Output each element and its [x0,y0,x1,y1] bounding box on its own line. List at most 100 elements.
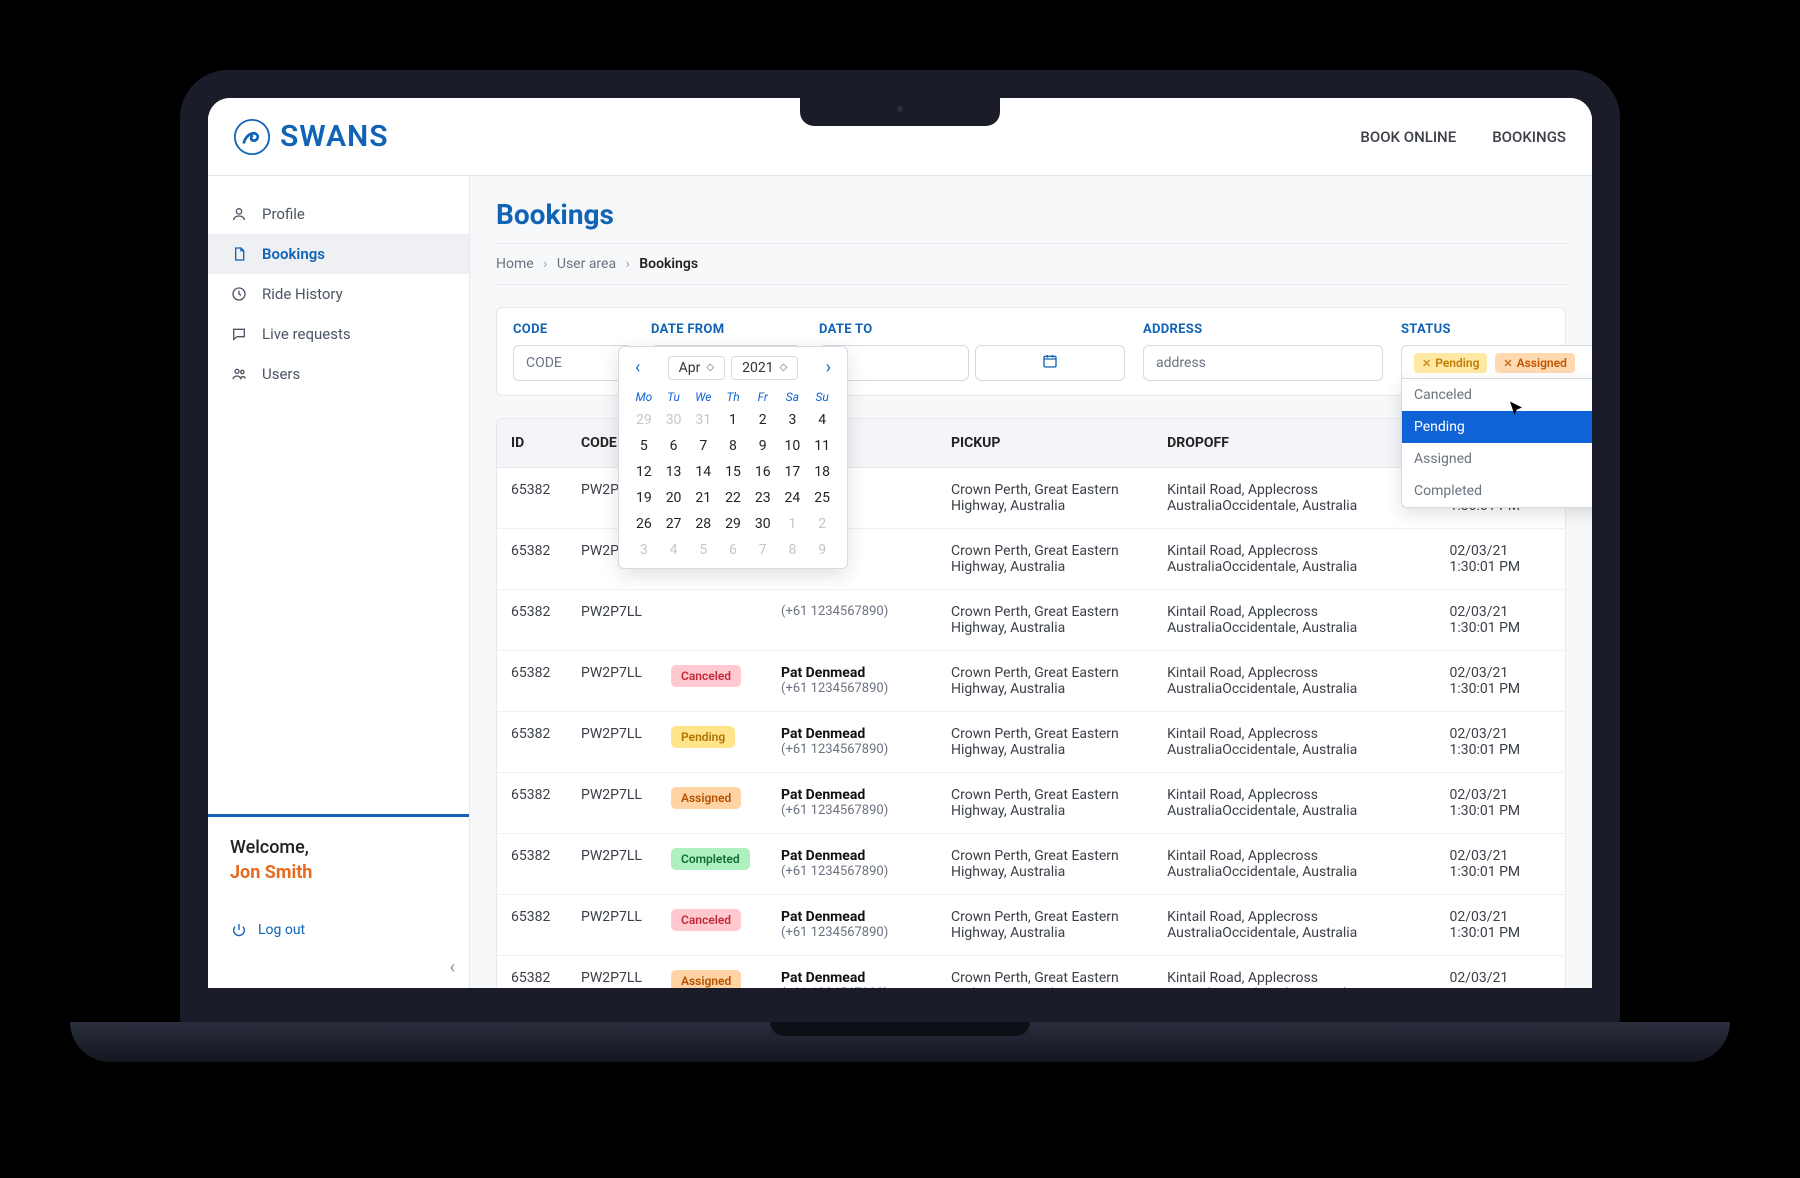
day-cell[interactable]: 5 [629,438,659,454]
cell-user: Pat Denmead(+61 1234567890) [767,773,937,834]
day-cell[interactable]: 1 [778,516,808,532]
dow-label: Th [718,390,748,404]
day-cell[interactable]: 1 [718,412,748,428]
day-cell[interactable]: 26 [629,516,659,532]
day-cell[interactable]: 31 [688,412,718,428]
brand[interactable]: SWANS [234,119,389,155]
sidebar: ProfileBookingsRide HistoryLive requests… [208,176,470,988]
day-cell[interactable]: 29 [718,516,748,532]
day-cell[interactable]: 23 [748,490,778,506]
day-cell[interactable]: 2 [748,412,778,428]
status-tag-assigned[interactable]: ✕Assigned [1495,353,1574,373]
day-cell[interactable]: 24 [778,490,808,506]
users-icon [230,365,248,383]
table-row[interactable]: 65382PW2P7LLAssignedPat Denmead(+61 1234… [497,773,1565,834]
year-select[interactable]: 2021◇ [731,356,798,380]
table-row[interactable]: 65382PW2P7LLCanceledPat Denmead(+61 1234… [497,651,1565,712]
status-option-assigned[interactable]: Assigned [1402,443,1592,475]
table-row[interactable]: 65382PW2P7LLPendingPat Denmead(+61 12345… [497,712,1565,773]
day-cell[interactable]: 27 [659,516,689,532]
day-cell[interactable]: 3 [629,542,659,558]
calendar-button[interactable] [975,345,1125,381]
cell-code: PW2P7LL [567,895,657,956]
day-cell[interactable]: 30 [659,412,689,428]
laptop-notch [800,96,1000,126]
day-cell[interactable]: 8 [718,438,748,454]
day-cell[interactable]: 2 [807,516,837,532]
day-cell[interactable]: 3 [778,412,808,428]
nav-book-online[interactable]: BOOK ONLINE [1360,128,1456,146]
cell-time: 02/03/21 1:30:01 PM [1435,590,1565,651]
top-nav: BOOK ONLINE BOOKINGS [1360,128,1566,146]
status-pill: Canceled [671,665,741,687]
logout-button[interactable]: Log out [208,893,469,951]
day-cell[interactable]: 12 [629,464,659,480]
sidebar-item-users[interactable]: Users [208,354,469,394]
day-cell[interactable]: 17 [778,464,808,480]
day-cell[interactable]: 28 [688,516,718,532]
day-cell[interactable]: 20 [659,490,689,506]
sidebar-collapse[interactable]: ‹ [208,951,469,978]
day-cell[interactable]: 25 [807,490,837,506]
table-row[interactable]: 65382PW2P7LLCanceledPat Denmead(+61 1234… [497,895,1565,956]
cell-code: PW2P7LL [567,773,657,834]
day-cell[interactable]: 4 [807,412,837,428]
day-cell[interactable]: 11 [807,438,837,454]
status-option-completed[interactable]: Completed [1402,475,1592,507]
next-month-button[interactable]: › [820,355,837,380]
address-label: ADDRESS [1143,322,1383,337]
day-cell[interactable]: 6 [659,438,689,454]
day-cell[interactable]: 13 [659,464,689,480]
day-cell[interactable]: 9 [807,542,837,558]
day-cell[interactable]: 21 [688,490,718,506]
day-cell[interactable]: 19 [629,490,659,506]
day-cell[interactable]: 7 [748,542,778,558]
sidebar-item-live-requests[interactable]: Live requests [208,314,469,354]
day-cell[interactable]: 29 [629,412,659,428]
screen: SWANS BOOK ONLINE BOOKINGS ProfileBookin… [208,98,1592,988]
status-input[interactable]: ✕Pending ✕Assigned [1401,345,1592,381]
cell-code: PW2P7LL [567,651,657,712]
sidebar-item-bookings[interactable]: Bookings [208,234,469,274]
day-cell[interactable]: 10 [778,438,808,454]
crumb-home[interactable]: Home [496,256,534,272]
day-cell[interactable]: 5 [688,542,718,558]
day-cell[interactable]: 14 [688,464,718,480]
crumb-user-area[interactable]: User area [557,256,616,272]
table-row[interactable]: 65382PW2P7LL(+61 1234567890)Crown Perth,… [497,590,1565,651]
cell-id: 65382 [497,651,567,712]
remove-tag-icon[interactable]: ✕ [1503,357,1512,370]
user-icon [230,205,248,223]
cell-id: 65382 [497,895,567,956]
code-input[interactable]: CODE [513,345,633,381]
prev-month-button[interactable]: ‹ [629,355,646,380]
sidebar-item-ride-history[interactable]: Ride History [208,274,469,314]
status-tag-pending[interactable]: ✕Pending [1414,353,1487,373]
cell-pickup: Crown Perth, Great Eastern Highway, Aust… [937,956,1153,989]
nav-bookings[interactable]: BOOKINGS [1492,128,1566,146]
day-cell[interactable]: 15 [718,464,748,480]
day-cell[interactable]: 4 [659,542,689,558]
day-cell[interactable]: 30 [748,516,778,532]
table-row[interactable]: 65382PW2P7LLCompletedPat Denmead(+61 123… [497,834,1565,895]
day-cell[interactable]: 7 [688,438,718,454]
datepicker-grid: 2930311234567891011121314151617181920212… [629,412,837,558]
cell-code: PW2P7LL [567,834,657,895]
cell-user: Pat Denmead(+61 1234567890) [767,895,937,956]
day-cell[interactable]: 8 [778,542,808,558]
day-cell[interactable]: 6 [718,542,748,558]
cell-id: 65382 [497,468,567,529]
caret-icon: ◇ [780,362,788,373]
day-cell[interactable]: 16 [748,464,778,480]
day-cell[interactable]: 9 [748,438,778,454]
address-input[interactable]: address [1143,345,1383,381]
sidebar-item-profile[interactable]: Profile [208,194,469,234]
status-option-canceled[interactable]: Canceled [1402,379,1592,411]
day-cell[interactable]: 18 [807,464,837,480]
day-cell[interactable]: 22 [718,490,748,506]
remove-tag-icon[interactable]: ✕ [1422,357,1431,370]
status-option-pending[interactable]: Pending [1402,411,1592,443]
month-select[interactable]: Apr◇ [668,356,725,380]
table-row[interactable]: 65382PW2P7LLAssignedPat Denmead(+61 1234… [497,956,1565,989]
power-icon [230,921,248,939]
